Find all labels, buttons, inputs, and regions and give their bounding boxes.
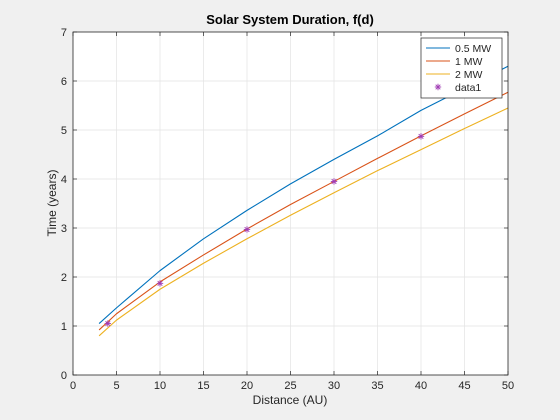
x-tick-label: 40 bbox=[415, 380, 427, 392]
y-tick-label: 0 bbox=[61, 370, 67, 382]
legend-label: 1 MW bbox=[455, 56, 483, 68]
legend-label: data1 bbox=[455, 82, 481, 94]
series-line bbox=[98, 91, 509, 331]
x-tick-label: 50 bbox=[502, 380, 514, 392]
legend-entry: 1 MW bbox=[426, 56, 483, 68]
scatter-point bbox=[104, 320, 111, 327]
scatter-point bbox=[156, 280, 164, 287]
legend-entry: 2 MW bbox=[426, 69, 483, 81]
legend-entry: data1 bbox=[434, 82, 481, 94]
series-2 bbox=[98, 107, 509, 337]
series-line bbox=[98, 107, 509, 337]
y-tick-label: 4 bbox=[61, 174, 67, 186]
y-tick-label: 2 bbox=[61, 272, 67, 284]
series-1 bbox=[98, 91, 509, 331]
legend-label: 0.5 MW bbox=[455, 43, 491, 55]
scatter-point bbox=[330, 178, 338, 185]
series-line bbox=[98, 65, 509, 324]
series-layer bbox=[98, 65, 509, 337]
series-3 bbox=[104, 133, 425, 327]
x-tick-label: 20 bbox=[241, 380, 253, 392]
chart-title: Solar System Duration, f(d) bbox=[206, 12, 374, 27]
y-tick-label: 7 bbox=[61, 27, 67, 39]
x-tick-label: 25 bbox=[284, 380, 296, 392]
y-axis-label: Time (years) bbox=[45, 170, 59, 237]
series-0 bbox=[98, 65, 509, 324]
x-tick-label: 45 bbox=[458, 380, 470, 392]
x-tick-label: 0 bbox=[70, 380, 76, 392]
y-tick-label: 5 bbox=[61, 125, 67, 137]
x-tick-label: 10 bbox=[154, 380, 166, 392]
x-tick-label: 35 bbox=[371, 380, 383, 392]
scatter-point bbox=[417, 133, 425, 140]
scatter-point bbox=[243, 226, 251, 233]
x-tick-label: 15 bbox=[197, 380, 209, 392]
y-tick-label: 3 bbox=[61, 223, 67, 235]
legend-marker bbox=[434, 83, 442, 91]
x-axis-label: Distance (AU) bbox=[253, 393, 328, 407]
y-tick-label: 1 bbox=[61, 321, 67, 333]
legend-label: 2 MW bbox=[455, 69, 483, 81]
x-tick-label: 5 bbox=[113, 380, 119, 392]
x-tick-label: 30 bbox=[328, 380, 340, 392]
legend-entry: 0.5 MW bbox=[426, 43, 491, 55]
y-tick-label: 6 bbox=[61, 76, 67, 88]
